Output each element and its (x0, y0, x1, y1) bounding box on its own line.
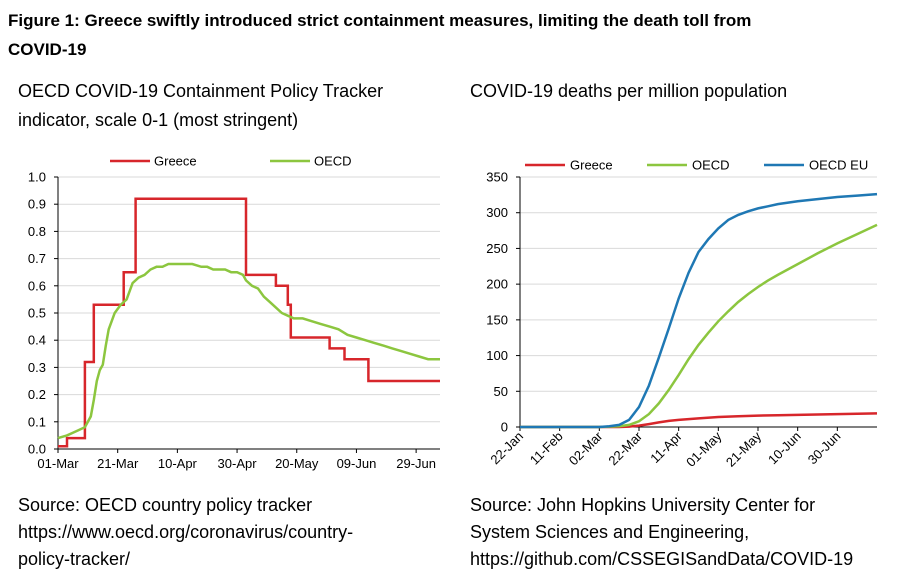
left-ytick-label: 0.0 (28, 442, 46, 457)
right-xtick-label: 01-May (683, 428, 725, 470)
right-ytick-label: 200 (486, 277, 508, 292)
right-ytick-label: 0 (501, 420, 508, 435)
figure-title-line-1: Figure 1: Greece swiftly introduced stri… (8, 11, 752, 30)
right-chart-subtitle-line-1: COVID-19 deaths per million population (470, 81, 788, 101)
figure-title: Figure 1: Greece swiftly introduced stri… (8, 6, 898, 64)
right-xtick-label: 22-Mar (605, 428, 645, 468)
right-ytick-label: 350 (486, 170, 508, 185)
left-chart-subtitle-line-2: indicator, scale 0-1 (most stringent) (18, 110, 299, 130)
right-source-line-2: System Sciences and Engineering, (470, 522, 750, 542)
right-series-oecd-eu-line (520, 192, 878, 429)
left-legend-greece-label: Greece (154, 154, 197, 169)
left-ytick-label: 0.3 (28, 360, 46, 375)
right-series-greece-line (520, 412, 878, 429)
left-series-oecd-line (57, 262, 440, 440)
right-xtick-label: 30-Jun (805, 429, 844, 468)
right-xtick-label: 11-Apr (647, 428, 685, 466)
left-ytick-label: 0.1 (28, 414, 46, 429)
left-ytick-label: 0.8 (28, 224, 46, 239)
left-ytick-label: 0.6 (28, 278, 46, 293)
right-ytick-label: 50 (494, 384, 508, 399)
left-series-greece-line (58, 197, 440, 448)
left-chart-subtitle: OECD COVID-19 Containment Policy Tracker… (18, 77, 383, 135)
left-ytick-label: 0.4 (28, 333, 46, 348)
right-legend-oecd-label: OECD (692, 158, 730, 173)
right-xtick-label: 21-May (723, 428, 765, 470)
right-series-oecd-line (520, 223, 878, 429)
left-xtick-label: 21-Mar (97, 456, 139, 471)
left-xtick-label: 01-Mar (37, 456, 79, 471)
left-source-line-2: https://www.oecd.org/coronavirus/country… (18, 522, 354, 542)
left-ytick-label: 0.2 (28, 387, 46, 402)
right-ytick-label: 250 (486, 241, 508, 256)
left-source-line-3: policy-tracker/ (18, 549, 131, 569)
right-xtick-label: 11-Feb (527, 429, 566, 468)
left-ytick-label: 1.0 (28, 170, 46, 185)
right-source-line-1: Source: John Hopkins University Center f… (470, 495, 816, 515)
right-source-line-3: https://github.com/CSSEGISandData/COVID-… (470, 549, 854, 569)
right-legend-greece-label: Greece (570, 158, 613, 173)
right-chart-subtitle: COVID-19 deaths per million population (470, 77, 787, 106)
left-chart-subtitle-line-1: OECD COVID-19 Containment Policy Tracker (18, 81, 384, 101)
right-legend-oecd-eu-label: OECD EU (809, 158, 868, 173)
left-ytick-label: 0.9 (28, 197, 46, 212)
left-xtick-label: 09-Jun (337, 456, 377, 471)
figure-title-line-2: COVID-19 (8, 40, 87, 59)
right-xtick-label: 10-Jun (765, 429, 804, 468)
left-xtick-label: 30-Apr (218, 456, 258, 471)
left-ytick-label: 0.5 (28, 306, 46, 321)
left-ytick-label: 0.7 (28, 251, 46, 266)
right-chart-source: Source: John Hopkins University Center f… (470, 492, 853, 573)
left-legend-oecd-label: OECD (314, 154, 352, 169)
right-ytick-label: 150 (486, 312, 508, 327)
left-xtick-label: 10-Apr (158, 456, 198, 471)
left-xtick-label: 29-Jun (396, 456, 436, 471)
left-chart-source: Source: OECD country policy tracker http… (18, 492, 353, 573)
right-ytick-label: 300 (486, 205, 508, 220)
right-xtick-label: 02-Mar (566, 428, 606, 468)
right-ytick-label: 100 (486, 348, 508, 363)
left-source-line-1: Source: OECD country policy tracker (18, 495, 313, 515)
left-xtick-label: 20-May (275, 456, 319, 471)
